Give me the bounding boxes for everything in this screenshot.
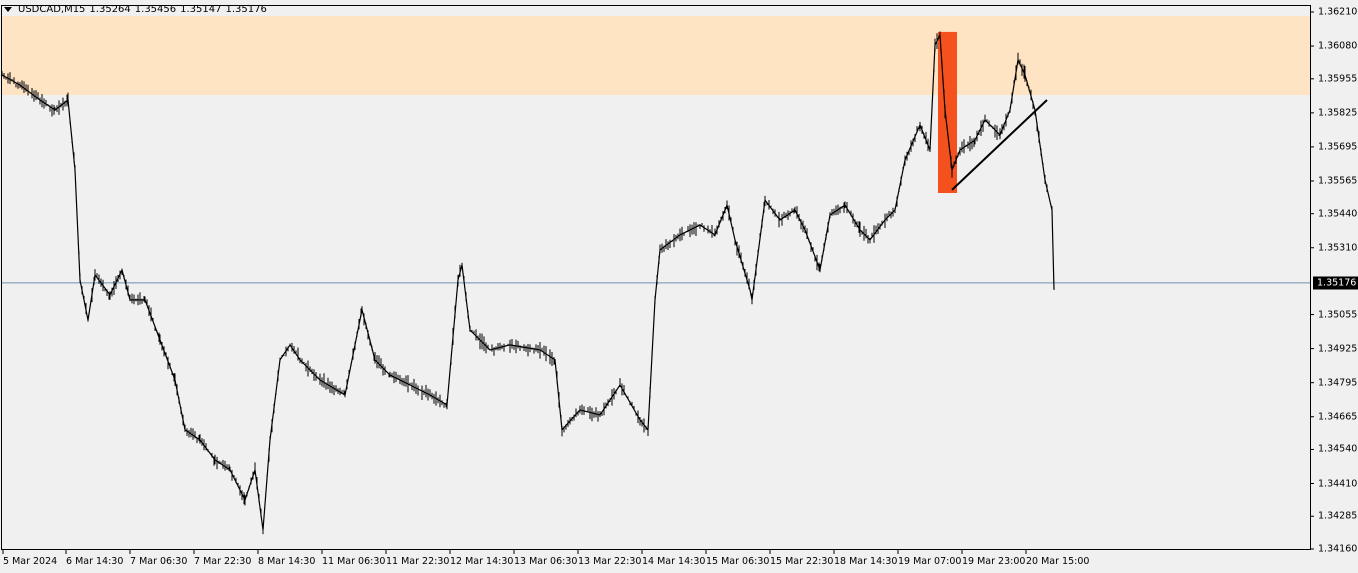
time-tick-label: 14 Mar 14:30	[642, 556, 706, 567]
price-tick-label: 1.34285	[1318, 510, 1358, 522]
time-tick-label: 11 Mar 06:30	[322, 556, 386, 567]
symbol-label: USDCAD,M15	[18, 4, 86, 15]
time-tick-label: 13 Mar 06:30	[514, 556, 578, 567]
price-tick-label: 1.35955	[1318, 73, 1358, 85]
time-tick-label: 15 Mar 06:30	[706, 556, 770, 567]
time-tick-label: 19 Mar 23:00	[962, 556, 1026, 567]
price-tick-label: 1.36210	[1318, 6, 1358, 18]
high-value: 1.35456	[134, 4, 177, 15]
price-tick-label: 1.35055	[1318, 309, 1358, 321]
price-tick-label: 1.35310	[1318, 242, 1358, 254]
price-tick-label: 1.35565	[1318, 175, 1358, 187]
price-tick-label: 1.34795	[1318, 377, 1358, 389]
trendline[interactable]	[951, 99, 1048, 191]
price-tick-label: 1.34665	[1318, 411, 1358, 423]
price-tick-label: 1.34410	[1318, 478, 1358, 489]
price-tick-label: 1.34160	[1318, 543, 1358, 555]
price-tick-label: 1.35825	[1318, 107, 1358, 119]
time-tick-label: 5 Mar 2024	[3, 556, 58, 567]
plot-frame	[1, 5, 1311, 550]
time-tick-label: 11 Mar 22:30	[386, 556, 450, 567]
time-tick-label: 15 Mar 22:30	[770, 556, 834, 567]
price-tick-label: 1.35695	[1318, 141, 1358, 153]
low-value: 1.35147	[180, 4, 222, 15]
current-price-label: 1.35176	[1313, 276, 1358, 290]
time-tick-label: 19 Mar 07:00	[898, 556, 962, 567]
price-tick-label: 1.35440	[1318, 208, 1358, 220]
chart-header: USDCAD,M15 1.35264 1.35456 1.35147 1.351…	[4, 4, 267, 15]
time-tick-label: 7 Mar 22:30	[194, 556, 252, 567]
price-series	[1, 32, 1055, 530]
dropdown-triangle-icon[interactable]	[4, 7, 12, 12]
time-tick-label: 12 Mar 14:30	[450, 556, 514, 567]
time-tick-label: 7 Mar 06:30	[130, 556, 188, 567]
price-tick-label: 1.34540	[1318, 443, 1358, 455]
time-tick-label: 13 Mar 22:30	[578, 556, 642, 567]
open-value: 1.35264	[89, 4, 131, 15]
close-value: 1.35176	[225, 4, 267, 15]
price-tick-label: 1.34925	[1318, 343, 1358, 355]
resistance-zone	[2, 15, 1310, 96]
time-tick-label: 6 Mar 14:30	[66, 556, 124, 567]
time-tick-label: 18 Mar 14:30	[834, 556, 898, 567]
price-tick-label: 1.36080	[1318, 40, 1358, 52]
time-tick-label: 20 Mar 15:00	[1026, 556, 1090, 567]
time-tick-label: 8 Mar 14:30	[258, 556, 316, 567]
